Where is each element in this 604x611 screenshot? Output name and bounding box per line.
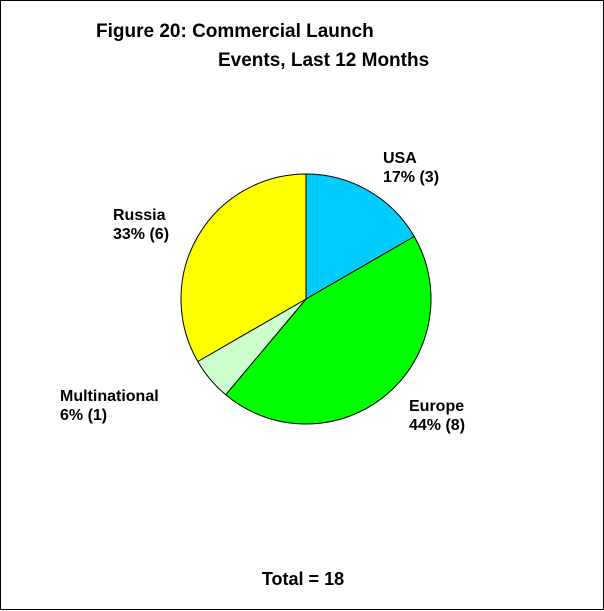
pie-slice-europe	[224, 235, 432, 425]
chart-title-line-1: Figure 20: Commercial Launch	[96, 21, 374, 42]
slice-label-russia: Russia 33% (6)	[113, 206, 169, 244]
slice-value-multinational: 6% (1)	[60, 407, 108, 424]
slice-value-europe: 44% (8)	[409, 417, 466, 434]
pie-slice-usa	[305, 173, 415, 300]
slice-label-usa: USA 17% (3)	[383, 149, 439, 187]
chart-title-line-2: Events, Last 12 Months	[218, 50, 430, 71]
slice-value-russia: 33% (6)	[113, 226, 170, 243]
slice-name-usa: USA	[383, 150, 417, 167]
slice-name-europe: Europe	[409, 398, 465, 415]
slice-label-multinational: Multinational 6% (1)	[60, 387, 159, 425]
chart-total: Total = 18	[261, 569, 345, 589]
slice-name-multinational: Multinational	[60, 388, 159, 405]
slice-value-usa: 17% (3)	[383, 169, 440, 186]
slice-name-russia: Russia	[113, 207, 166, 224]
pie-slice-russia	[180, 173, 307, 363]
slice-label-europe: Europe 44% (8)	[409, 397, 465, 435]
